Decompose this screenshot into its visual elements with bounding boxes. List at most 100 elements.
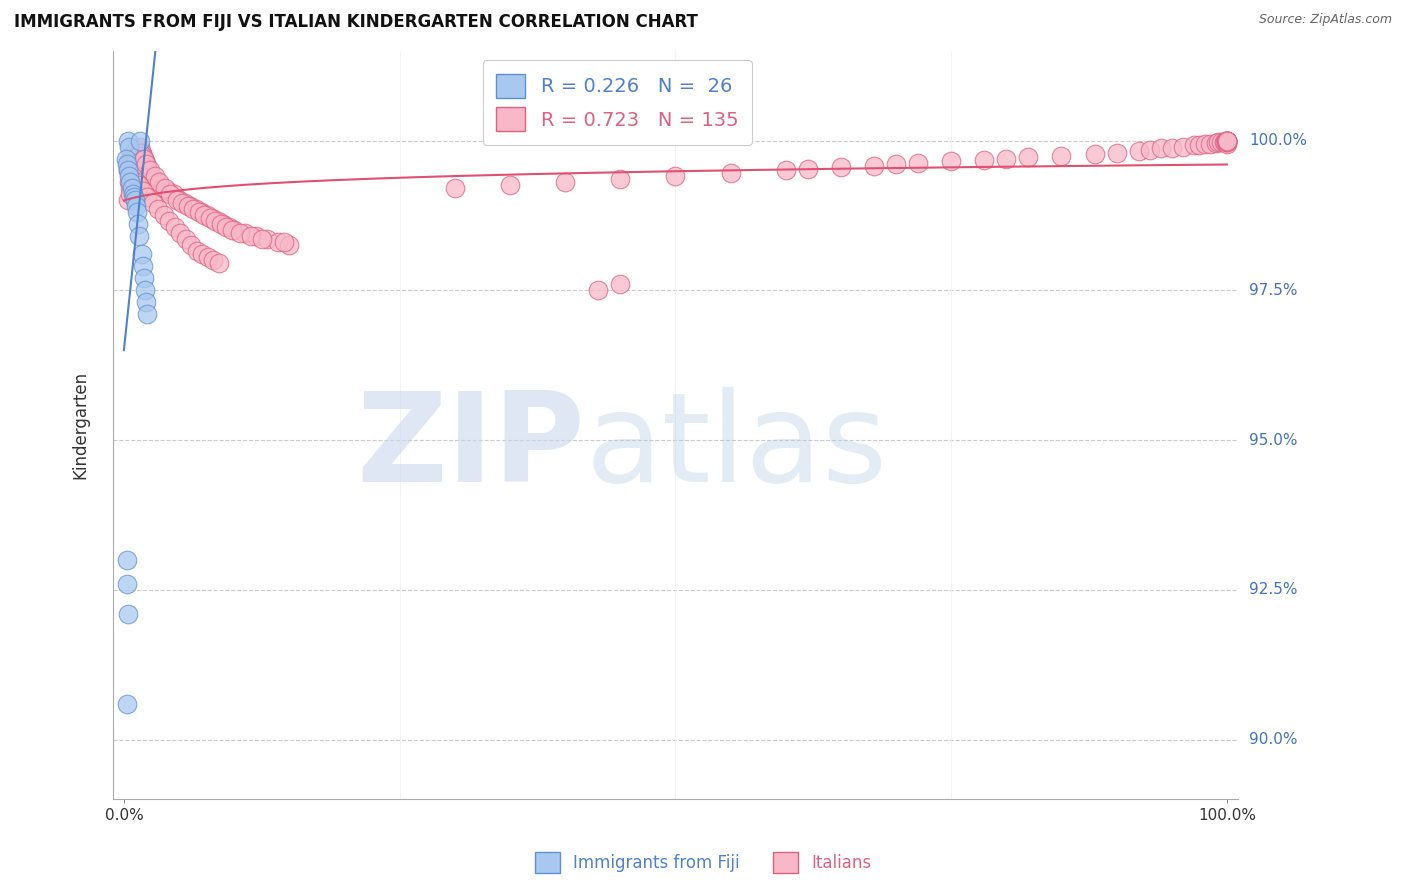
Point bbox=[115, 152, 138, 166]
Point bbox=[132, 271, 155, 285]
Point bbox=[197, 250, 219, 264]
Point bbox=[115, 553, 138, 567]
Point bbox=[121, 154, 143, 169]
Point bbox=[152, 181, 174, 195]
Point bbox=[135, 157, 157, 171]
Point bbox=[554, 176, 576, 190]
Point bbox=[202, 253, 225, 268]
Point bbox=[134, 283, 156, 297]
Point bbox=[115, 697, 138, 711]
Point bbox=[177, 199, 200, 213]
Point bbox=[193, 208, 215, 222]
Point bbox=[131, 148, 153, 162]
Point bbox=[201, 211, 224, 226]
Point bbox=[162, 187, 184, 202]
Point bbox=[973, 153, 995, 167]
Text: 90.0%: 90.0% bbox=[1249, 732, 1298, 747]
Point bbox=[121, 181, 143, 195]
Point bbox=[117, 163, 139, 178]
Point bbox=[157, 214, 180, 228]
Point bbox=[143, 169, 166, 184]
Point bbox=[1216, 134, 1239, 148]
Point bbox=[1105, 145, 1128, 160]
Point bbox=[1128, 145, 1150, 159]
Point bbox=[169, 227, 191, 241]
Point bbox=[1216, 136, 1239, 150]
Point bbox=[173, 196, 195, 211]
Point bbox=[132, 152, 155, 166]
Point bbox=[1083, 146, 1105, 161]
Point bbox=[134, 154, 156, 169]
Text: IMMIGRANTS FROM FIJI VS ITALIAN KINDERGARTEN CORRELATION CHART: IMMIGRANTS FROM FIJI VS ITALIAN KINDERGA… bbox=[14, 13, 697, 31]
Point bbox=[190, 205, 212, 219]
Point bbox=[129, 145, 152, 160]
Point bbox=[127, 163, 149, 178]
Point bbox=[907, 156, 929, 170]
Point bbox=[128, 178, 150, 193]
Legend: R = 0.226   N =  26, R = 0.723   N = 135: R = 0.226 N = 26, R = 0.723 N = 135 bbox=[482, 61, 752, 145]
Point bbox=[135, 295, 157, 310]
Point bbox=[1194, 137, 1216, 152]
Point bbox=[115, 157, 138, 171]
Point bbox=[273, 235, 295, 250]
Point bbox=[118, 157, 141, 171]
Point bbox=[131, 260, 153, 274]
Point bbox=[120, 152, 142, 166]
Point bbox=[195, 208, 218, 222]
Point bbox=[941, 154, 963, 169]
Point bbox=[1017, 150, 1039, 164]
Point bbox=[136, 307, 159, 321]
Point bbox=[174, 232, 197, 246]
Point bbox=[1182, 138, 1205, 153]
Point bbox=[115, 576, 138, 591]
Point bbox=[1216, 134, 1239, 148]
Point bbox=[120, 181, 142, 195]
Point bbox=[1211, 136, 1233, 150]
Point bbox=[117, 163, 139, 178]
Point bbox=[131, 247, 153, 261]
Text: 95.0%: 95.0% bbox=[1249, 433, 1298, 448]
Point bbox=[1171, 139, 1194, 153]
Point bbox=[118, 169, 141, 184]
Point bbox=[128, 143, 150, 157]
Point bbox=[218, 220, 240, 235]
Point bbox=[121, 169, 143, 184]
Point bbox=[159, 187, 181, 202]
Point bbox=[131, 145, 153, 160]
Point bbox=[172, 196, 194, 211]
Point bbox=[121, 187, 143, 202]
Point bbox=[117, 194, 139, 208]
Point bbox=[1216, 135, 1239, 149]
Point bbox=[1150, 141, 1173, 155]
Point bbox=[127, 148, 149, 162]
Point bbox=[152, 208, 174, 222]
Point bbox=[121, 148, 143, 162]
Point bbox=[1216, 134, 1239, 148]
Point bbox=[179, 199, 201, 213]
Point bbox=[138, 166, 160, 180]
Point bbox=[215, 220, 238, 235]
Point bbox=[1216, 134, 1239, 148]
Point bbox=[184, 202, 207, 217]
Point bbox=[830, 161, 852, 175]
Point bbox=[775, 163, 797, 178]
Point bbox=[180, 238, 202, 252]
Point bbox=[256, 232, 278, 246]
Point bbox=[1139, 143, 1161, 157]
Point bbox=[127, 218, 149, 232]
Text: 92.5%: 92.5% bbox=[1249, 582, 1298, 598]
Point bbox=[609, 172, 631, 186]
Point bbox=[141, 169, 163, 184]
Point bbox=[186, 244, 208, 259]
Point bbox=[1216, 134, 1239, 148]
Point bbox=[132, 152, 155, 166]
Point bbox=[183, 202, 205, 217]
Point bbox=[1216, 134, 1239, 148]
Point bbox=[1199, 136, 1222, 151]
Point bbox=[1160, 141, 1182, 155]
Point bbox=[136, 163, 159, 178]
Point bbox=[156, 185, 179, 199]
Point bbox=[125, 152, 148, 166]
Text: atlas: atlas bbox=[585, 387, 887, 508]
Point bbox=[208, 256, 231, 270]
